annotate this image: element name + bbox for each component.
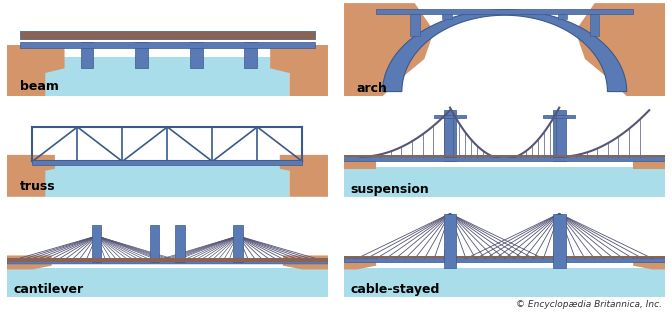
- Bar: [233, 225, 243, 262]
- Text: suspension: suspension: [351, 183, 429, 196]
- Polygon shape: [575, 3, 665, 96]
- Bar: [19, 31, 315, 38]
- Bar: [553, 213, 566, 268]
- Bar: [474, 12, 484, 14]
- Bar: [543, 115, 575, 118]
- Polygon shape: [7, 45, 65, 96]
- Polygon shape: [7, 255, 52, 297]
- Bar: [190, 42, 203, 68]
- Text: arch: arch: [357, 82, 388, 95]
- Polygon shape: [344, 3, 434, 96]
- Bar: [590, 14, 599, 36]
- Bar: [558, 14, 567, 19]
- Bar: [175, 225, 185, 262]
- Polygon shape: [283, 255, 328, 297]
- Bar: [7, 268, 328, 297]
- Bar: [344, 167, 665, 197]
- Polygon shape: [344, 162, 376, 197]
- Polygon shape: [344, 258, 376, 297]
- Bar: [376, 9, 633, 14]
- Text: cable-stayed: cable-stayed: [351, 283, 440, 296]
- Polygon shape: [270, 45, 328, 96]
- Bar: [410, 14, 419, 36]
- Text: © Encyclopædia Britannica, Inc.: © Encyclopædia Britannica, Inc.: [516, 300, 662, 309]
- Bar: [444, 213, 456, 268]
- Bar: [19, 42, 315, 48]
- Polygon shape: [280, 155, 328, 197]
- Bar: [344, 157, 665, 162]
- Polygon shape: [633, 258, 665, 297]
- Bar: [81, 42, 93, 68]
- Polygon shape: [382, 10, 627, 92]
- Bar: [7, 260, 328, 264]
- Bar: [45, 57, 290, 96]
- Text: cantilever: cantilever: [13, 283, 83, 296]
- Bar: [434, 115, 466, 118]
- Bar: [553, 110, 566, 162]
- Bar: [7, 258, 328, 262]
- Bar: [344, 268, 665, 297]
- Bar: [344, 258, 665, 262]
- Polygon shape: [633, 162, 665, 197]
- Bar: [245, 42, 257, 68]
- Bar: [135, 42, 148, 68]
- Polygon shape: [7, 155, 55, 197]
- Bar: [92, 225, 101, 262]
- Bar: [526, 12, 535, 14]
- Bar: [442, 14, 452, 19]
- Bar: [444, 110, 456, 162]
- Text: beam: beam: [19, 80, 58, 93]
- Bar: [45, 164, 290, 197]
- Bar: [150, 225, 159, 262]
- Bar: [344, 256, 665, 258]
- Text: truss: truss: [19, 180, 55, 193]
- Bar: [32, 160, 302, 165]
- Bar: [344, 155, 665, 157]
